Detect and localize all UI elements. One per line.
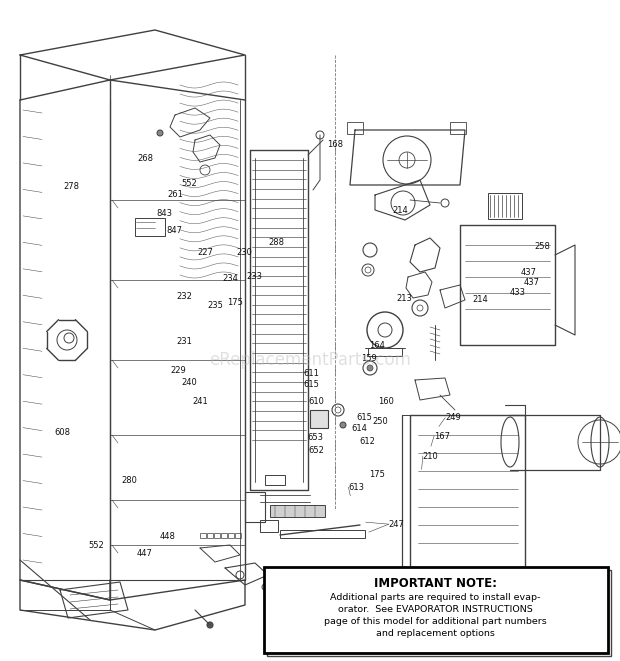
Text: 214: 214	[472, 295, 488, 304]
Text: 164: 164	[370, 340, 386, 350]
Bar	[310, 410, 328, 428]
Bar	[265, 475, 285, 485]
Text: 608: 608	[54, 428, 70, 438]
Bar	[267, 570, 611, 656]
Text: 210: 210	[423, 451, 438, 461]
Text: (ART NO. WR19832 C6): (ART NO. WR19832 C6)	[521, 644, 610, 652]
Text: 160: 160	[378, 397, 394, 407]
Text: 234: 234	[222, 274, 238, 284]
Bar	[520, 586, 528, 606]
Bar	[264, 567, 608, 653]
Text: 433: 433	[510, 288, 526, 297]
Text: 278: 278	[64, 182, 80, 191]
Text: 288: 288	[268, 238, 285, 247]
Bar	[235, 533, 241, 538]
Circle shape	[340, 422, 346, 428]
Text: 612: 612	[360, 437, 376, 446]
Text: 847: 847	[166, 225, 182, 235]
Text: 227: 227	[197, 248, 213, 257]
Bar	[260, 520, 278, 532]
Bar	[135, 218, 165, 236]
Bar	[207, 533, 213, 538]
Text: 613: 613	[348, 483, 365, 492]
Text: 615: 615	[356, 413, 372, 422]
Text: 437: 437	[524, 278, 540, 288]
Bar	[228, 533, 234, 538]
Bar	[221, 533, 227, 538]
Text: 235: 235	[208, 301, 224, 310]
Circle shape	[157, 130, 163, 136]
Bar	[450, 122, 466, 134]
Text: eReplacementParts.com: eReplacementParts.com	[209, 351, 411, 369]
Bar	[368, 348, 402, 356]
Text: 615: 615	[304, 380, 320, 389]
Text: 280: 280	[121, 476, 137, 485]
Text: IMPORTANT NOTE:: IMPORTANT NOTE:	[374, 577, 497, 590]
Text: 232: 232	[177, 292, 193, 301]
Text: 614: 614	[351, 424, 367, 433]
Bar	[327, 586, 335, 606]
Text: 167: 167	[434, 432, 450, 441]
Text: 168: 168	[327, 139, 343, 149]
Text: 231: 231	[177, 337, 193, 346]
Text: 233: 233	[247, 272, 263, 281]
Text: 268: 268	[138, 154, 154, 163]
Bar	[214, 533, 220, 538]
Bar	[245, 492, 265, 522]
Text: 213: 213	[397, 294, 413, 303]
Text: 610: 610	[309, 397, 325, 407]
Text: 448: 448	[160, 532, 176, 541]
Text: 843: 843	[156, 209, 172, 218]
Bar	[347, 122, 363, 134]
Text: 175: 175	[370, 470, 386, 479]
Text: 230: 230	[237, 248, 253, 257]
Text: 437: 437	[521, 268, 537, 278]
Bar	[405, 583, 525, 593]
Text: 611: 611	[304, 369, 320, 378]
Text: 258: 258	[534, 242, 551, 251]
Text: 249: 249	[445, 413, 461, 422]
Text: 447: 447	[136, 549, 153, 558]
Text: Additional parts are required to install evap-
orator.  See EVAPORATOR INSTRUCTI: Additional parts are required to install…	[324, 593, 547, 638]
Bar	[270, 505, 325, 517]
Text: 247: 247	[389, 520, 405, 529]
Text: 240: 240	[181, 377, 197, 387]
Bar	[200, 533, 206, 538]
Text: 214: 214	[392, 206, 408, 215]
Text: 653: 653	[308, 433, 324, 442]
Bar	[330, 590, 525, 602]
Text: 652: 652	[309, 446, 325, 455]
Text: 552: 552	[88, 541, 104, 550]
Text: 261: 261	[167, 190, 184, 200]
Text: 250: 250	[372, 417, 388, 426]
Text: 159: 159	[361, 354, 376, 364]
Text: 241: 241	[192, 397, 208, 406]
Text: 175: 175	[228, 297, 244, 307]
Circle shape	[207, 622, 213, 628]
Circle shape	[367, 365, 373, 371]
Text: 229: 229	[170, 366, 186, 375]
Bar	[488, 193, 522, 219]
Text: 552: 552	[182, 179, 197, 188]
Bar	[280, 530, 365, 538]
